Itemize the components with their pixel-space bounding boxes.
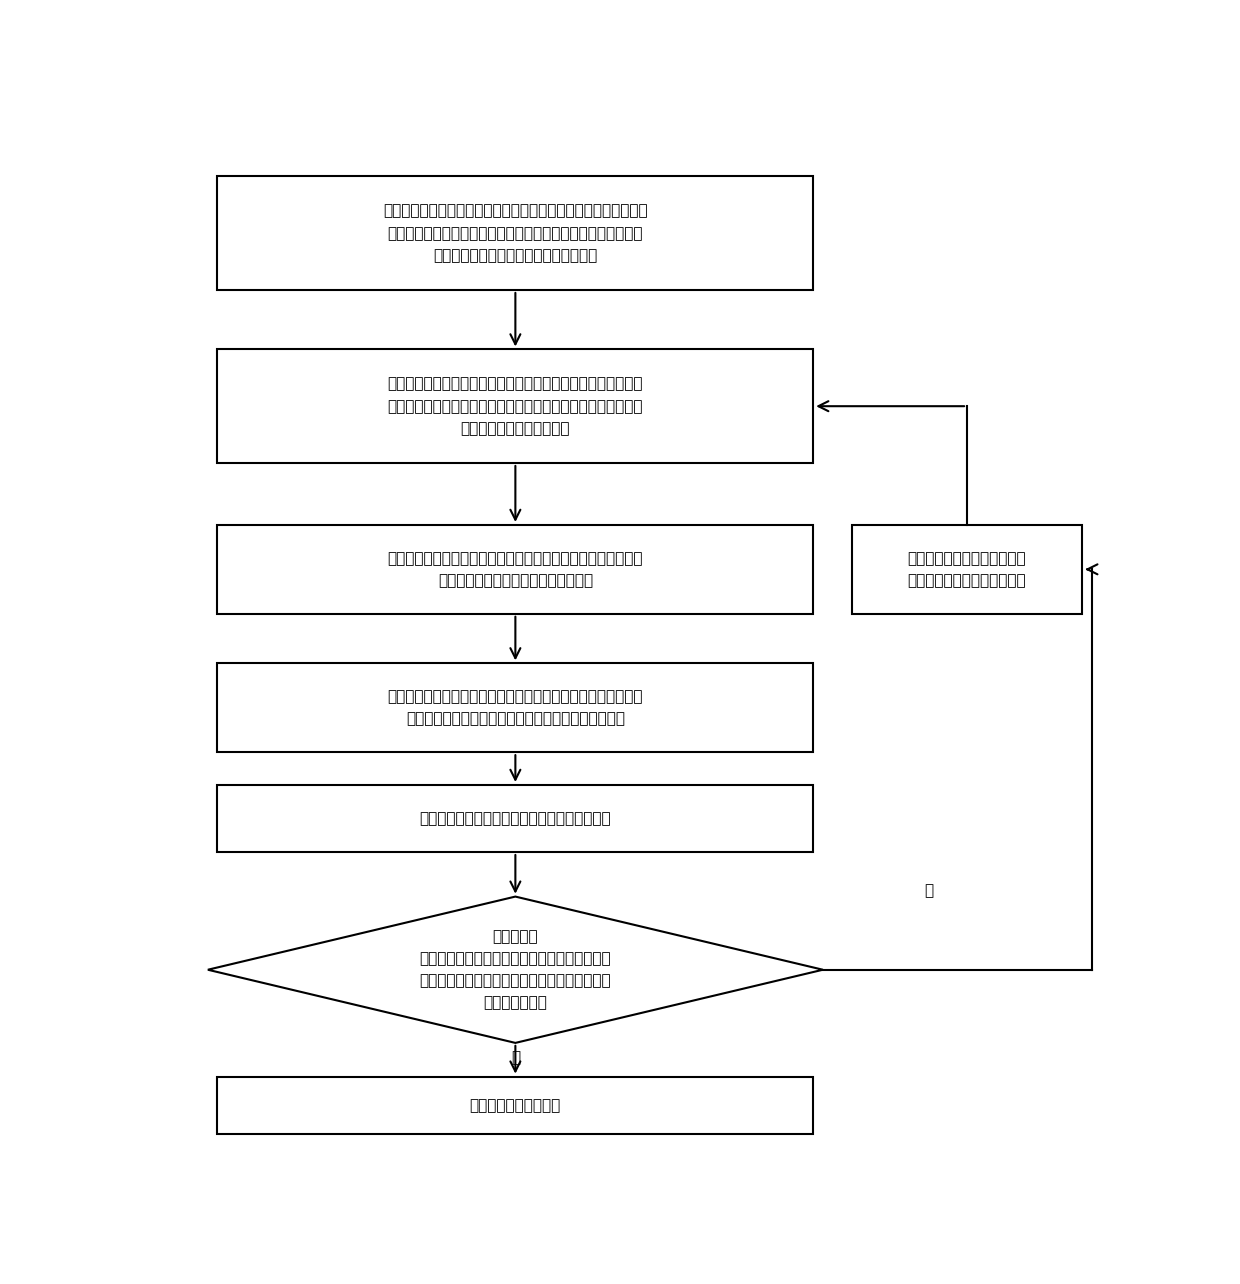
Text: 判断放电后
所有脉冲发电机的可用剩余能量与无法通过充能
电机发电回馈的剩余能量之和是否大于设定第一
阈值区间下限？: 判断放电后 所有脉冲发电机的可用剩余能量与无法通过充能 电机发电回馈的剩余能量之… — [419, 928, 611, 1011]
Bar — [217, 349, 813, 464]
Bar — [217, 1076, 813, 1134]
Text: 将第二发电机集合中各脉冲发电机分别进行放电: 将第二发电机集合中各脉冲发电机分别进行放电 — [419, 811, 611, 826]
Text: 是: 是 — [924, 883, 932, 898]
Text: 否: 否 — [511, 1050, 520, 1066]
Text: 将每一组的脉冲发电机剩余能量分别转移至组中任一脉冲发电机
，将具有可用剩余能量脉冲发电机作为第二发电机集合: 将每一组的脉冲发电机剩余能量分别转移至组中任一脉冲发电机 ，将具有可用剩余能量脉… — [388, 690, 644, 727]
Bar — [852, 525, 1083, 614]
Text: 获取脉冲电源系统的参数，包括脉冲发电机组中脉冲发电机数量、
脉冲发电机额定储能量、脉冲发电机一次放电能量、脉冲发电机
无法通过充能电机发电回馈的剩余能量；: 获取脉冲电源系统的参数，包括脉冲发电机组中脉冲发电机数量、 脉冲发电机额定储能量… — [383, 203, 647, 263]
Bar — [217, 525, 813, 614]
Text: 基于获取的系统放电信号，将脉冲电源系统中各脉冲发电机分别
进行放电，并将放电后脉冲发电机组中具有可用剩余能量的脉冲
发电机作为第一发电机集合: 基于获取的系统放电信号，将脉冲电源系统中各脉冲发电机分别 进行放电，并将放电后脉… — [388, 376, 644, 435]
Text: 完成脉冲电源系统放电: 完成脉冲电源系统放电 — [470, 1098, 560, 1113]
Bar — [217, 664, 813, 752]
Text: 获取具有可用剩余能量的脉冲
发电机，更新第一发电机集合: 获取具有可用剩余能量的脉冲 发电机，更新第一发电机集合 — [908, 551, 1027, 588]
Bar — [217, 785, 813, 853]
Bar — [217, 176, 813, 290]
Polygon shape — [208, 896, 823, 1043]
Text: 对第一发电机集合中的脉冲发电机进行分组，每组脉冲发电机中
可用剩余能量之和在设定第一阈值区间: 对第一发电机集合中的脉冲发电机进行分组，每组脉冲发电机中 可用剩余能量之和在设定… — [388, 551, 644, 588]
